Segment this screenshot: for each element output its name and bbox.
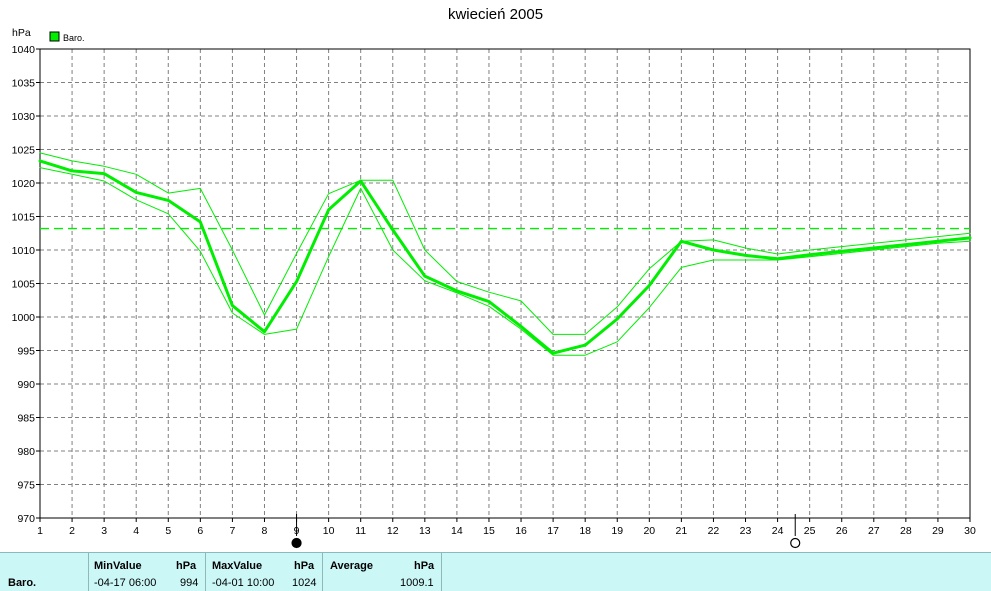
stats-divider: [205, 553, 206, 591]
average-value: 1009.1: [400, 577, 434, 589]
x-tick-label: 14: [451, 525, 463, 537]
x-tick-label: 21: [676, 525, 688, 537]
x-tick-label: 13: [419, 525, 431, 537]
y-tick-label: 1025: [12, 145, 36, 157]
axis-markers: [291, 514, 801, 549]
y-tick-label: 1010: [12, 245, 36, 257]
x-tick-label: 29: [932, 525, 944, 537]
x-tick-label: 5: [165, 525, 171, 537]
min-value: 994: [180, 577, 199, 589]
y-tick-label: 990: [17, 379, 35, 391]
legend-swatch-baro: [49, 31, 60, 42]
x-tick-label: 2: [69, 525, 75, 537]
y-tick-label: 970: [17, 513, 35, 525]
x-tick-label: 27: [868, 525, 880, 537]
x-tick-label: 15: [483, 525, 495, 537]
x-tick-label: 10: [323, 525, 335, 537]
max-value: 1024: [292, 577, 317, 589]
x-tick-label: 6: [197, 525, 203, 537]
y-tick-label: 975: [17, 480, 35, 492]
x-tick-label: 17: [547, 525, 559, 537]
y-tick-label: 985: [17, 413, 35, 425]
x-tick-label: 19: [611, 525, 623, 537]
min-value-unit: hPa: [176, 560, 197, 572]
stats-panel: Baro. MinValue hPa -04-17 06:00 994 MaxV…: [0, 552, 991, 591]
stats-divider: [441, 553, 442, 591]
x-tick-label: 18: [579, 525, 591, 537]
y-tick-label: 1035: [12, 78, 36, 90]
max-value-time: -04-01 10:00: [212, 577, 275, 589]
x-tick-label: 30: [964, 525, 976, 537]
x-tick-label: 20: [643, 525, 655, 537]
x-tick-label: 24: [772, 525, 784, 537]
chart-canvas: hPa Baro. 123456789101112131415161718192…: [12, 27, 976, 549]
grid: [40, 49, 970, 518]
max-marker: [790, 537, 801, 549]
series-line-daily-max: [39, 152, 971, 335]
max-value-unit: hPa: [294, 560, 315, 572]
min-value-time: -04-17 06:00: [94, 577, 157, 589]
y-axis-unit-label: hPa: [12, 27, 31, 39]
stats-row-label: Baro.: [8, 577, 37, 589]
y-tick-label: 1015: [12, 212, 36, 224]
stats-divider: [322, 553, 323, 591]
x-tick-label: 8: [262, 525, 268, 537]
y-tick-label: 980: [17, 446, 35, 458]
y-tick-label: 1005: [12, 279, 36, 291]
plot-frame: [39, 48, 971, 519]
x-tick-label: 28: [900, 525, 912, 537]
x-tick-label: 12: [387, 525, 399, 537]
min-marker: [291, 537, 302, 549]
y-tick-label: 1000: [12, 312, 36, 324]
plot-series: [38, 152, 972, 356]
x-tick-label: 16: [515, 525, 527, 537]
min-value-header: MinValue: [94, 560, 142, 572]
series-line-daily-min: [39, 167, 971, 356]
y-tick-label: 1020: [12, 178, 36, 190]
axes: 1234567891011121314151617181920212223242…: [12, 44, 976, 537]
x-tick-label: 7: [229, 525, 235, 537]
average-header: Average: [330, 560, 374, 572]
chart-title: kwiecień 2005: [447, 6, 544, 23]
legend-label-baro: Baro.: [63, 33, 85, 43]
x-tick-label: 1: [37, 525, 43, 537]
x-tick-label: 4: [133, 525, 139, 537]
x-tick-label: 23: [740, 525, 752, 537]
x-tick-label: 11: [355, 525, 366, 537]
average-unit: hPa: [414, 560, 435, 572]
x-tick-label: 25: [804, 525, 816, 537]
series-line-baro: [38, 159, 972, 355]
y-tick-label: 1040: [12, 44, 36, 56]
x-tick-label: 22: [708, 525, 720, 537]
stats-divider: [88, 553, 89, 591]
y-tick-label: 995: [17, 346, 35, 358]
y-tick-label: 1030: [12, 111, 36, 123]
x-tick-label: 3: [101, 525, 107, 537]
x-tick-label: 26: [836, 525, 848, 537]
max-value-header: MaxValue: [212, 560, 263, 572]
